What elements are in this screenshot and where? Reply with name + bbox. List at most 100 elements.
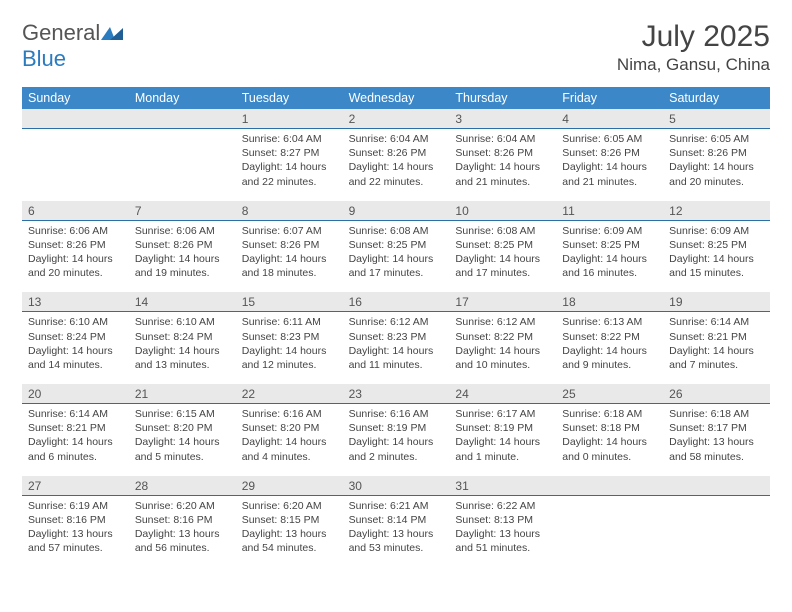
day-cell — [129, 129, 236, 201]
day-cell — [22, 129, 129, 201]
day-cell — [663, 496, 770, 568]
calendar-weeks: 12345Sunrise: 6:04 AMSunset: 8:27 PMDayl… — [22, 109, 770, 567]
day-cell: Sunrise: 6:16 AMSunset: 8:19 PMDaylight:… — [343, 404, 450, 476]
content-row: Sunrise: 6:06 AMSunset: 8:26 PMDaylight:… — [22, 221, 770, 293]
day-number: 31 — [449, 476, 556, 495]
day-cell: Sunrise: 6:15 AMSunset: 8:20 PMDaylight:… — [129, 404, 236, 476]
daylight-text: Daylight: 14 hours and 22 minutes. — [242, 160, 337, 188]
day-number — [129, 109, 236, 128]
day-number: 16 — [343, 292, 450, 311]
sunset-text: Sunset: 8:25 PM — [562, 238, 657, 252]
daynum-row: 6789101112 — [22, 201, 770, 221]
daylight-text: Daylight: 13 hours and 54 minutes. — [242, 527, 337, 555]
daylight-text: Daylight: 14 hours and 12 minutes. — [242, 344, 337, 372]
sunset-text: Sunset: 8:16 PM — [28, 513, 123, 527]
sunrise-text: Sunrise: 6:14 AM — [669, 315, 764, 329]
day-cell: Sunrise: 6:21 AMSunset: 8:14 PMDaylight:… — [343, 496, 450, 568]
daylight-text: Daylight: 14 hours and 21 minutes. — [455, 160, 550, 188]
day-number: 8 — [236, 201, 343, 220]
dow-thursday: Thursday — [449, 87, 556, 109]
sunset-text: Sunset: 8:15 PM — [242, 513, 337, 527]
day-cell: Sunrise: 6:13 AMSunset: 8:22 PMDaylight:… — [556, 312, 663, 384]
daylight-text: Daylight: 14 hours and 5 minutes. — [135, 435, 230, 463]
sunrise-text: Sunrise: 6:12 AM — [349, 315, 444, 329]
sunrise-text: Sunrise: 6:10 AM — [28, 315, 123, 329]
dow-monday: Monday — [129, 87, 236, 109]
sunrise-text: Sunrise: 6:19 AM — [28, 499, 123, 513]
day-number: 24 — [449, 384, 556, 403]
sunrise-text: Sunrise: 6:04 AM — [242, 132, 337, 146]
day-cell: Sunrise: 6:11 AMSunset: 8:23 PMDaylight:… — [236, 312, 343, 384]
sunset-text: Sunset: 8:22 PM — [562, 330, 657, 344]
day-cell — [556, 496, 663, 568]
day-number: 10 — [449, 201, 556, 220]
day-cell: Sunrise: 6:18 AMSunset: 8:18 PMDaylight:… — [556, 404, 663, 476]
sunset-text: Sunset: 8:17 PM — [669, 421, 764, 435]
daynum-row: 2728293031 — [22, 476, 770, 496]
day-cell: Sunrise: 6:20 AMSunset: 8:15 PMDaylight:… — [236, 496, 343, 568]
sunrise-text: Sunrise: 6:12 AM — [455, 315, 550, 329]
sunrise-text: Sunrise: 6:04 AM — [349, 132, 444, 146]
sunrise-text: Sunrise: 6:21 AM — [349, 499, 444, 513]
day-cell: Sunrise: 6:22 AMSunset: 8:13 PMDaylight:… — [449, 496, 556, 568]
daylight-text: Daylight: 13 hours and 51 minutes. — [455, 527, 550, 555]
sunset-text: Sunset: 8:23 PM — [349, 330, 444, 344]
daylight-text: Daylight: 14 hours and 15 minutes. — [669, 252, 764, 280]
sunrise-text: Sunrise: 6:04 AM — [455, 132, 550, 146]
daylight-text: Daylight: 14 hours and 21 minutes. — [562, 160, 657, 188]
sunset-text: Sunset: 8:26 PM — [669, 146, 764, 160]
sunset-text: Sunset: 8:27 PM — [242, 146, 337, 160]
day-number — [663, 476, 770, 495]
day-cell: Sunrise: 6:14 AMSunset: 8:21 PMDaylight:… — [663, 312, 770, 384]
day-number: 12 — [663, 201, 770, 220]
sunset-text: Sunset: 8:26 PM — [28, 238, 123, 252]
day-cell: Sunrise: 6:18 AMSunset: 8:17 PMDaylight:… — [663, 404, 770, 476]
day-cell: Sunrise: 6:10 AMSunset: 8:24 PMDaylight:… — [129, 312, 236, 384]
day-cell: Sunrise: 6:08 AMSunset: 8:25 PMDaylight:… — [343, 221, 450, 293]
sunrise-text: Sunrise: 6:09 AM — [562, 224, 657, 238]
daylight-text: Daylight: 14 hours and 17 minutes. — [349, 252, 444, 280]
day-number: 15 — [236, 292, 343, 311]
daylight-text: Daylight: 14 hours and 2 minutes. — [349, 435, 444, 463]
day-number: 11 — [556, 201, 663, 220]
sunrise-text: Sunrise: 6:17 AM — [455, 407, 550, 421]
sunrise-text: Sunrise: 6:20 AM — [135, 499, 230, 513]
day-number: 5 — [663, 109, 770, 128]
sunset-text: Sunset: 8:19 PM — [349, 421, 444, 435]
day-number: 18 — [556, 292, 663, 311]
daylight-text: Daylight: 14 hours and 1 minute. — [455, 435, 550, 463]
daylight-text: Daylight: 14 hours and 4 minutes. — [242, 435, 337, 463]
day-number: 29 — [236, 476, 343, 495]
dow-saturday: Saturday — [663, 87, 770, 109]
day-cell: Sunrise: 6:07 AMSunset: 8:26 PMDaylight:… — [236, 221, 343, 293]
day-cell: Sunrise: 6:12 AMSunset: 8:23 PMDaylight:… — [343, 312, 450, 384]
sunrise-text: Sunrise: 6:14 AM — [28, 407, 123, 421]
day-number: 1 — [236, 109, 343, 128]
dow-wednesday: Wednesday — [343, 87, 450, 109]
sunset-text: Sunset: 8:22 PM — [455, 330, 550, 344]
day-cell: Sunrise: 6:05 AMSunset: 8:26 PMDaylight:… — [556, 129, 663, 201]
sunset-text: Sunset: 8:13 PM — [455, 513, 550, 527]
daylight-text: Daylight: 14 hours and 9 minutes. — [562, 344, 657, 372]
sunrise-text: Sunrise: 6:08 AM — [455, 224, 550, 238]
title-block: July 2025 Nima, Gansu, China — [617, 20, 770, 75]
daylight-text: Daylight: 13 hours and 58 minutes. — [669, 435, 764, 463]
content-row: Sunrise: 6:04 AMSunset: 8:27 PMDaylight:… — [22, 129, 770, 201]
day-number: 22 — [236, 384, 343, 403]
sunset-text: Sunset: 8:19 PM — [455, 421, 550, 435]
day-number: 4 — [556, 109, 663, 128]
daylight-text: Daylight: 13 hours and 53 minutes. — [349, 527, 444, 555]
daynum-row: 12345 — [22, 109, 770, 129]
brand-triangle-icon — [101, 20, 123, 36]
day-number: 20 — [22, 384, 129, 403]
day-cell: Sunrise: 6:09 AMSunset: 8:25 PMDaylight:… — [663, 221, 770, 293]
sunset-text: Sunset: 8:25 PM — [349, 238, 444, 252]
sunrise-text: Sunrise: 6:10 AM — [135, 315, 230, 329]
day-number: 3 — [449, 109, 556, 128]
sunset-text: Sunset: 8:23 PM — [242, 330, 337, 344]
sunrise-text: Sunrise: 6:09 AM — [669, 224, 764, 238]
day-cell: Sunrise: 6:20 AMSunset: 8:16 PMDaylight:… — [129, 496, 236, 568]
dow-header-row: Sunday Monday Tuesday Wednesday Thursday… — [22, 87, 770, 109]
sunset-text: Sunset: 8:18 PM — [562, 421, 657, 435]
daylight-text: Daylight: 13 hours and 57 minutes. — [28, 527, 123, 555]
